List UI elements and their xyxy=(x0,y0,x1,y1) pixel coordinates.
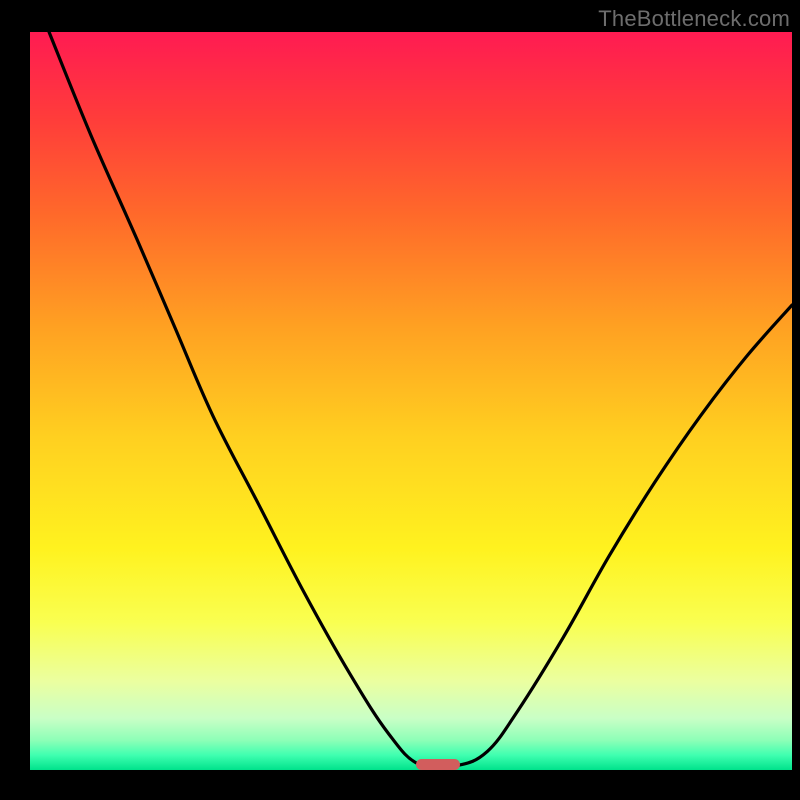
bottleneck-curve xyxy=(30,32,792,770)
watermark-text: TheBottleneck.com xyxy=(598,6,790,32)
plot-area xyxy=(30,32,792,770)
optimum-marker xyxy=(416,759,460,770)
chart-frame: TheBottleneck.com xyxy=(0,0,800,800)
